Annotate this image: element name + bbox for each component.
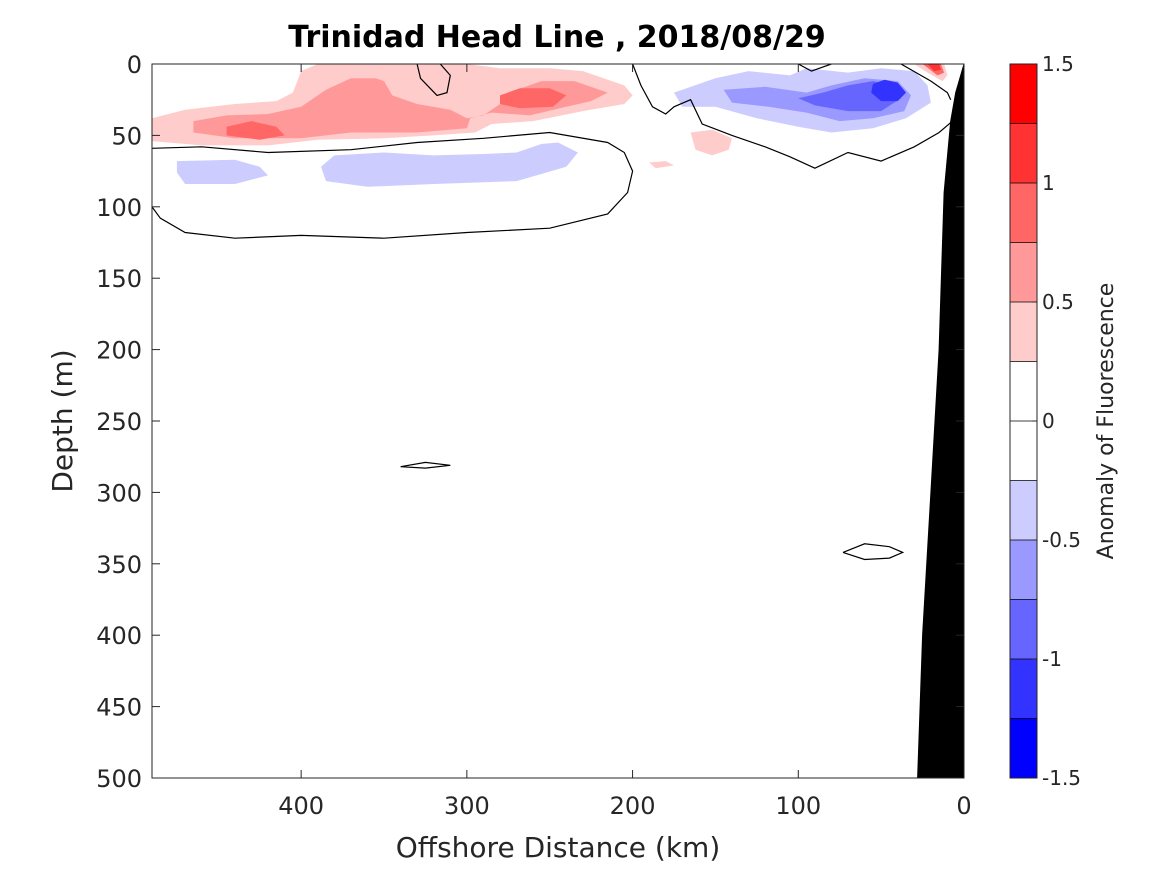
anomaly-region: [690, 129, 732, 156]
colorbar-tick-label: -1: [1042, 647, 1062, 671]
colorbar-tick-label: -0.5: [1042, 528, 1081, 552]
y-tick-label: 150: [96, 265, 142, 293]
colorbar-swatch: [1010, 64, 1037, 124]
bathymetry-seafloor: [917, 64, 964, 778]
y-tick-label: 50: [111, 122, 142, 150]
colorbar-swatch: [1010, 123, 1037, 183]
x-axis-title: Offshore Distance (km): [396, 831, 721, 864]
colorbar-swatch: [1010, 183, 1037, 243]
anomaly-region: [649, 161, 674, 169]
colorbar-swatch: [1010, 302, 1037, 362]
colorbar-tick-label: 0: [1042, 409, 1055, 433]
y-tick-label: 0: [127, 51, 142, 79]
colorbar-swatch: [1010, 361, 1037, 421]
colorbar-tick-label: 1: [1042, 171, 1055, 195]
colorbar-swatch: [1010, 718, 1037, 778]
anomaly-region: [226, 121, 285, 140]
y-tick-label: 250: [96, 408, 142, 436]
plot-area: [151, 63, 965, 779]
anomaly-region: [321, 142, 578, 187]
x-tick-label: 300: [444, 792, 490, 820]
y-tick-label: 100: [96, 194, 142, 222]
zero-contour-line: [798, 64, 832, 72]
zero-contour-line: [152, 131, 634, 239]
colorbar-tick-label: 0.5: [1042, 290, 1074, 314]
colorbar-swatch: [1010, 242, 1037, 302]
anomaly-region: [193, 78, 608, 139]
zero-contour-line: [632, 64, 957, 169]
zero-contour-line: [416, 64, 451, 97]
colorbar-swatch: [1010, 599, 1037, 659]
zero-contour-line: [842, 543, 905, 561]
colorbar-swatch: [1010, 659, 1037, 719]
anomaly-region: [927, 64, 941, 72]
chart-title: Trinidad Head Line , 2018/08/29: [288, 20, 825, 55]
zero-contour-line: [900, 64, 952, 100]
plot-background: [152, 64, 964, 778]
x-axis: 400 300 200 100 0: [278, 64, 972, 820]
colorbar-tick-label: -1.5: [1042, 766, 1081, 790]
plot-content: [152, 64, 964, 778]
x-tick-label: 0: [956, 792, 971, 820]
y-tick-label: 200: [96, 337, 142, 365]
y-tick-label: 500: [96, 765, 142, 793]
colorbar: -1.5 -1 -0.5 0 0.5 1 1.5: [1009, 52, 1081, 790]
colorbar-swatch: [1010, 421, 1037, 481]
x-tick-label: 100: [775, 792, 821, 820]
y-tick-label: 400: [96, 622, 142, 650]
x-tick-label: 200: [610, 792, 656, 820]
anomaly-region: [176, 159, 268, 184]
y-tick-label: 350: [96, 551, 142, 579]
y-tick-label: 300: [96, 479, 142, 507]
x-tick-label: 400: [278, 792, 324, 820]
anomaly-region: [500, 88, 567, 109]
colorbar-swatch: [1010, 480, 1037, 540]
colorbar-tick-label: 1.5: [1042, 52, 1074, 76]
y-axis: 0 50 100 150 200 250 300 350 400 450 500: [96, 51, 964, 793]
y-axis-title: Depth (m): [46, 349, 79, 492]
colorbar-title: Anomaly of Fluorescence: [1094, 283, 1119, 560]
zero-contour-line: [400, 461, 451, 469]
y-tick-label: 450: [96, 694, 142, 722]
anomaly-region: [871, 79, 906, 102]
colorbar-swatch: [1010, 540, 1037, 600]
